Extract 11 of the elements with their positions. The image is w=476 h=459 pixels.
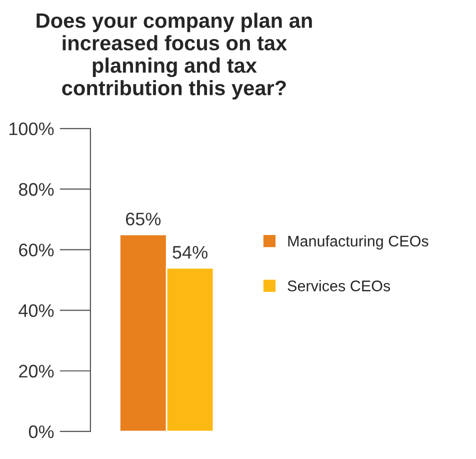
- legend-label: Manufacturing CEOs: [288, 235, 428, 250]
- legend-label: Services CEOs: [288, 280, 390, 292]
- y-tick-label: 20%: [19, 364, 54, 378]
- y-tick-label: 100%: [10, 122, 54, 136]
- data-label: 65%: [126, 212, 161, 226]
- y-tick-label: 0%: [28, 425, 54, 438]
- y-tick-label: 60%: [19, 244, 54, 256]
- data-label: 54%: [172, 246, 208, 259]
- y-tick-label: 40%: [18, 304, 54, 318]
- chart-title: Does your company plan an increased focus on tax planning and tax contribution this year?: [36, 12, 312, 100]
- y-tick-label: 80%: [18, 183, 54, 196]
